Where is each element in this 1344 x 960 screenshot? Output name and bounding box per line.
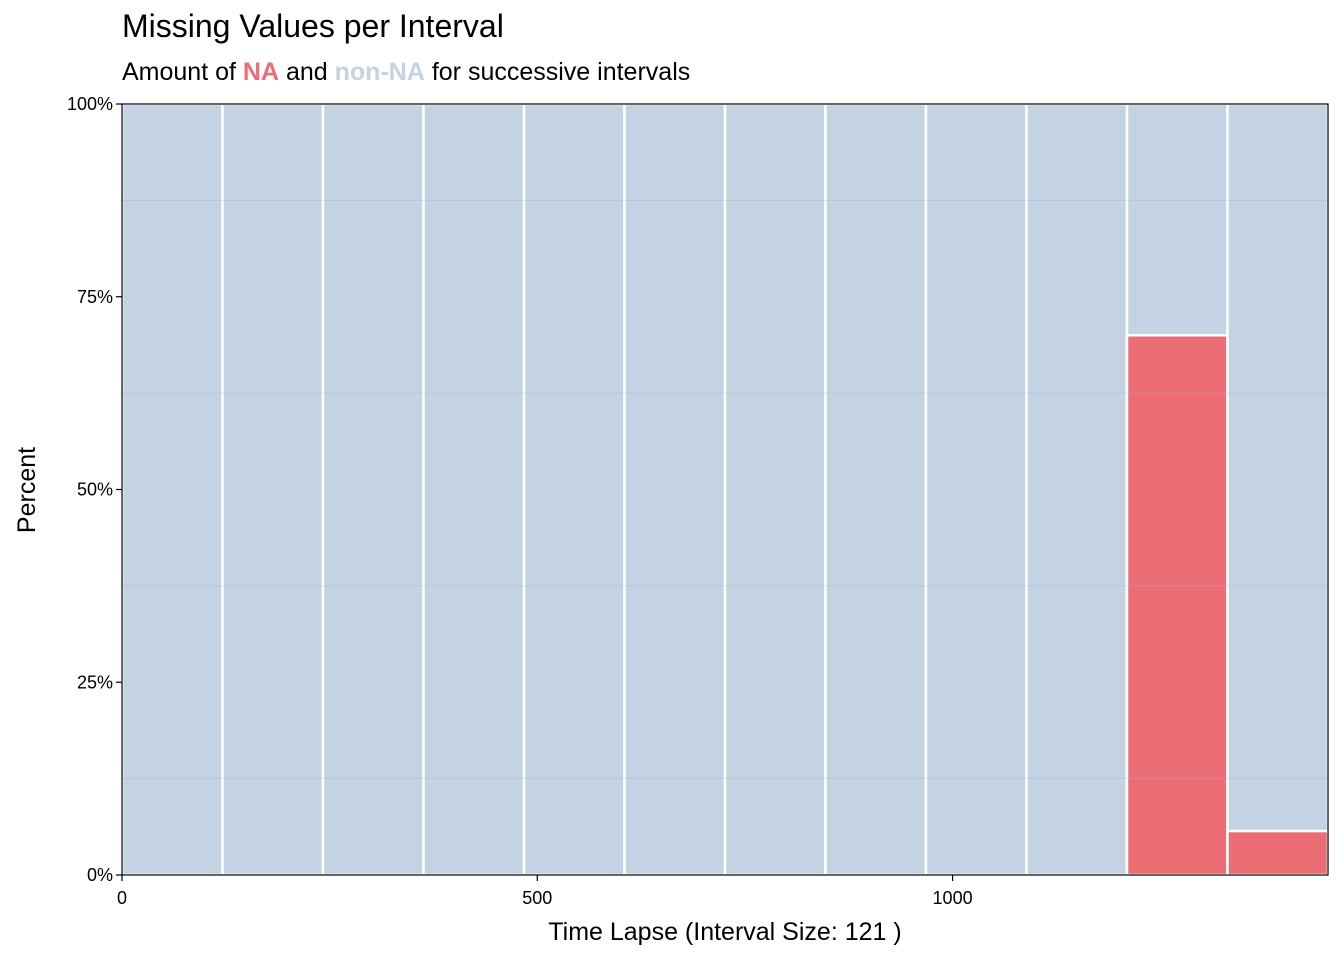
- non-na-bar-6: [723, 102, 827, 877]
- y-tick-label-1: 25%: [77, 672, 113, 692]
- chart-subtitle: Amount of NA and non-NA for successive i…: [122, 58, 690, 87]
- subtitle-non-na-label: non-NA: [334, 58, 425, 86]
- na-bar-10: [1125, 334, 1229, 877]
- x-tick-label-0: 0: [117, 888, 127, 908]
- non-na-bar-1: [221, 102, 325, 877]
- non-na-bar-3: [422, 102, 526, 877]
- y-axis-label: Percent: [13, 447, 41, 533]
- non-na-bar-5: [623, 102, 727, 877]
- non-na-bar-0: [120, 102, 224, 877]
- non-na-bar-11: [1226, 102, 1330, 877]
- axes-layer: 0% 25% 50% 75% 100% 0 500 1000: [67, 94, 1329, 908]
- non-na-bar-2: [321, 102, 425, 877]
- y-tick-label-0: 0%: [87, 865, 113, 885]
- x-tick-label-1: 500: [522, 888, 552, 908]
- grid-layer: [122, 200, 1328, 779]
- x-axis-label: Time Lapse (Interval Size: 121 ): [548, 918, 901, 946]
- subtitle-middle: and: [279, 58, 335, 86]
- subtitle-suffix: for successive intervals: [424, 58, 691, 86]
- y-tick-label-2: 50%: [77, 480, 113, 500]
- non-na-bar-9: [1025, 102, 1129, 877]
- non-na-bar-7: [824, 102, 928, 877]
- y-tick-label-3: 75%: [77, 287, 113, 307]
- subtitle-na-label: NA: [242, 58, 280, 86]
- subtitle-prefix: Amount of: [122, 58, 243, 86]
- na-bar-11: [1226, 829, 1330, 877]
- y-tick-label-4: 100%: [67, 94, 113, 114]
- non-na-bar-4: [522, 102, 626, 877]
- chart-title: Missing Values per Interval: [122, 8, 504, 44]
- x-tick-label-2: 1000: [933, 888, 973, 908]
- non-na-bar-8: [924, 102, 1028, 877]
- bars-layer: [120, 102, 1330, 877]
